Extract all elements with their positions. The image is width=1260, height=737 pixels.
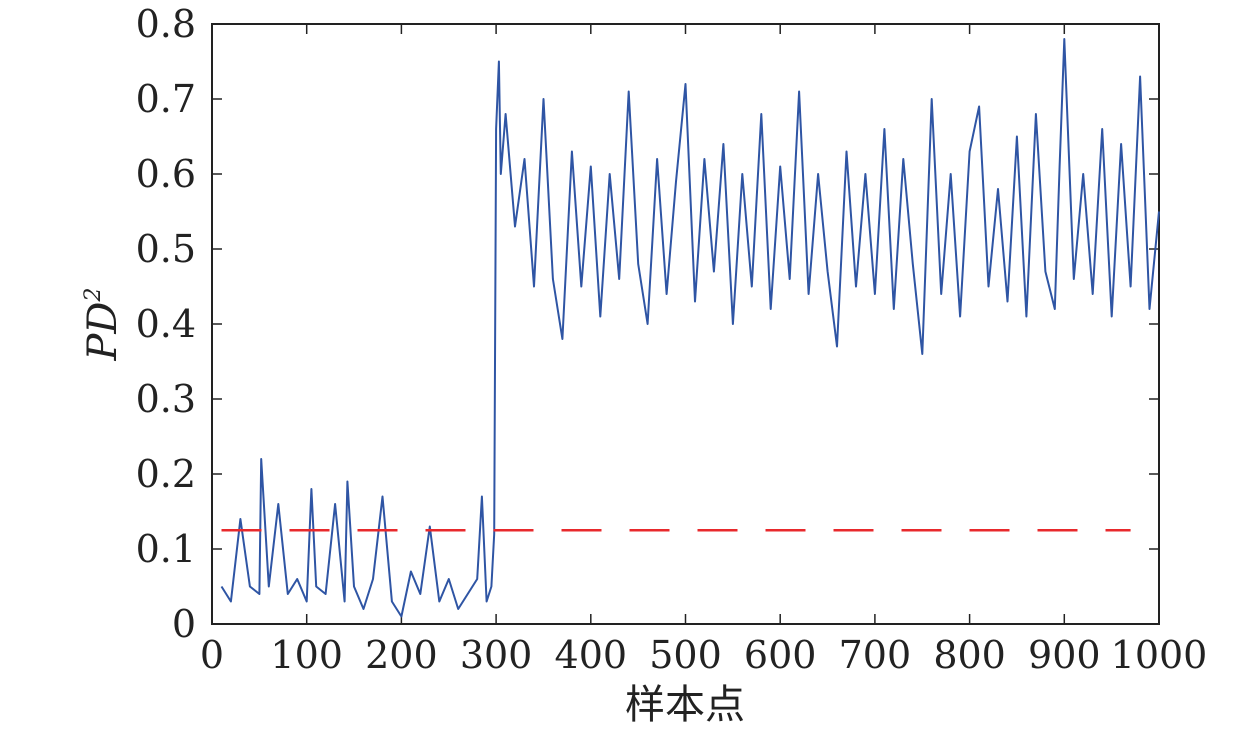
y-axis-label-main: PD <box>80 302 126 362</box>
y-axis-label: PD2 <box>80 288 126 362</box>
y-tick-label: 0.1 <box>136 527 196 571</box>
x-tick-label: 600 <box>744 633 817 677</box>
y-axis: 0 0.1 0.2 0.3 0.4 0.5 0.6 0.7 0.8 <box>136 2 1159 646</box>
y-tick-label: 0.3 <box>136 377 196 421</box>
x-tick-label: 1000 <box>1111 633 1208 677</box>
series-layer <box>220 38 1160 618</box>
y-tick-label: 0 <box>172 602 196 646</box>
y-tick-label: 0.4 <box>136 302 196 346</box>
x-tick-label: 0 <box>200 633 224 677</box>
x-axis-label: 样本点 <box>625 682 745 728</box>
series-line <box>220 38 1160 618</box>
x-tick-label: 200 <box>365 633 438 677</box>
x-tick-label: 500 <box>649 633 722 677</box>
x-tick-label: 400 <box>555 633 628 677</box>
y-tick-label: 0.2 <box>136 452 196 496</box>
x-tick-label: 700 <box>839 633 912 677</box>
y-tick-label: 0.7 <box>136 77 196 121</box>
y-axis-label-superscript: 2 <box>81 288 106 303</box>
plot-frame <box>211 23 1160 625</box>
x-tick-label: 300 <box>460 633 533 677</box>
y-tick-label: 0.6 <box>136 152 196 196</box>
x-axis: 0 100 200 300 400 500 600 700 800 900 1000 <box>200 24 1207 677</box>
x-tick-label: 100 <box>270 633 343 677</box>
x-tick-label: 900 <box>1028 633 1101 677</box>
y-tick-label: 0.5 <box>136 227 196 271</box>
y-axis-label-group: PD2 <box>80 288 126 362</box>
x-tick-label: 800 <box>933 633 1006 677</box>
y-tick-label: 0.8 <box>136 2 196 46</box>
